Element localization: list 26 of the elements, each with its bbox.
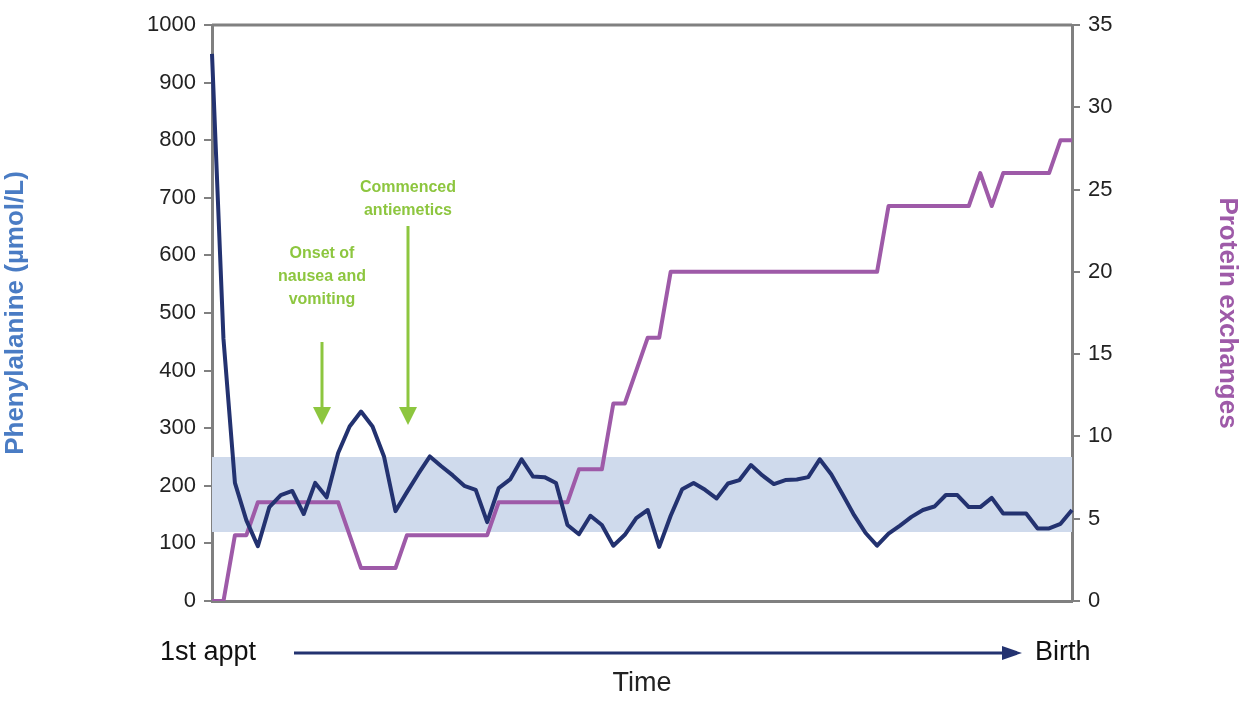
y2-tick-label: 0 — [1088, 587, 1101, 613]
y2-tick-label: 15 — [1088, 340, 1113, 366]
y-tick-label: 200 — [159, 471, 196, 497]
y-tick-label: 0 — [183, 587, 196, 613]
annotation: Onset of nausea and vomiting — [277, 243, 367, 309]
x-axis-title: Time — [612, 667, 672, 698]
text: Birth — [1035, 636, 1091, 667]
y-tick-label: 600 — [159, 241, 196, 267]
y-tick-label: 100 — [159, 529, 196, 555]
text: 1st appt — [160, 636, 257, 667]
y2-axis-title: Protein exchanges — [1214, 197, 1245, 429]
annotation: Commenced antiemetics — [359, 177, 457, 220]
y-tick-label: 800 — [159, 126, 196, 152]
y2-tick-label: 35 — [1088, 11, 1113, 37]
y-axis-title: Phenylalanine (µmol/L) — [0, 171, 29, 455]
y2-tick-label: 30 — [1088, 93, 1113, 119]
y-tick-label: 300 — [159, 414, 196, 440]
y2-tick-label: 20 — [1088, 257, 1113, 283]
y2-tick-label: 5 — [1088, 504, 1101, 530]
y-tick-label: 700 — [159, 183, 196, 209]
y-tick-label: 500 — [159, 299, 196, 325]
y-tick-label: 400 — [159, 356, 196, 382]
y2-tick-label: 10 — [1088, 422, 1113, 448]
y-tick-label: 900 — [159, 68, 196, 94]
y-tick-label: 1000 — [147, 11, 196, 37]
y2-tick-label: 25 — [1088, 175, 1113, 201]
